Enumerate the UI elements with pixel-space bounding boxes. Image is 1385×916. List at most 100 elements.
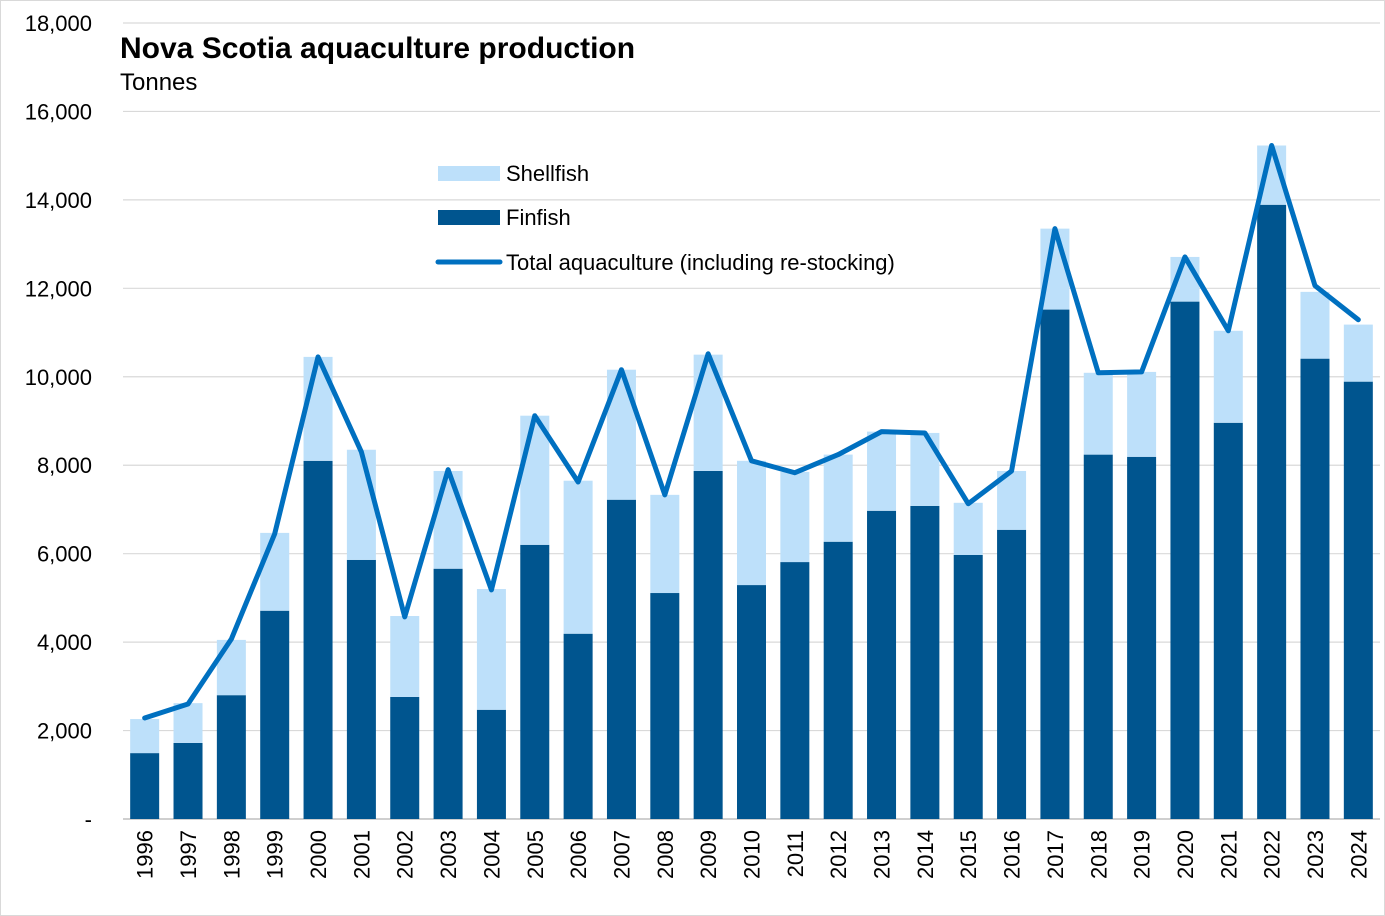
x-tick-label: 2007	[609, 830, 634, 879]
bar-finfish-2001	[346, 559, 376, 819]
x-tick-label: 2017	[1043, 830, 1068, 879]
chart-title: Nova Scotia aquaculture production	[120, 32, 635, 65]
y-tick-label: 4,000	[37, 630, 92, 655]
y-tick-label: 6,000	[37, 542, 92, 567]
x-tick-label: 2009	[696, 830, 721, 879]
bar-finfish-2023	[1300, 358, 1330, 819]
bar-finfish-1996	[130, 753, 160, 819]
x-tick-label: 1996	[133, 830, 158, 879]
bar-finfish-2008	[650, 593, 680, 819]
bar-finfish-2006	[563, 633, 593, 819]
bar-shellfish-2021	[1213, 330, 1243, 423]
x-tick-label: 1997	[176, 830, 201, 879]
bar-shellfish-2010	[737, 460, 766, 586]
x-tick-label: 2011	[783, 830, 808, 877]
y-tick-label: 8,000	[37, 453, 92, 478]
bar-finfish-2018	[1083, 454, 1113, 819]
bar-finfish-2019	[1127, 456, 1157, 819]
y-tick-label: -	[85, 807, 92, 832]
x-tick-label: 2023	[1303, 830, 1328, 879]
x-tick-label: 2020	[1173, 830, 1198, 879]
bar-finfish-2005	[520, 544, 550, 819]
x-tick-label: 1999	[263, 830, 288, 879]
bar-shellfish-2000	[303, 356, 333, 461]
bar-finfish-1999	[260, 610, 290, 819]
x-tick-label: 2015	[956, 830, 981, 879]
x-tick-label: 2010	[740, 830, 765, 879]
bar-shellfish-2018	[1083, 372, 1113, 455]
legend: Shellfish Finfish Total aquaculture (inc…	[435, 161, 895, 275]
bar-finfish-2013	[867, 510, 897, 819]
y-tick-label: 2,000	[37, 719, 92, 744]
bar-shellfish-2012	[823, 454, 853, 542]
legend-swatch-finfish	[438, 210, 500, 225]
bar-finfish-2010	[737, 585, 766, 819]
bar-shellfish-2003	[433, 470, 463, 569]
bar-finfish-2016	[997, 529, 1027, 819]
bar-shellfish-1997	[173, 703, 203, 743]
bar-shellfish-2011	[780, 471, 810, 563]
legend-label-total: Total aquaculture (including re-stocking…	[506, 250, 895, 275]
x-tick-label: 2006	[566, 830, 591, 879]
x-tick-label: 2018	[1086, 830, 1111, 879]
bar-shellfish-2008	[650, 494, 680, 594]
bar-finfish-2022	[1257, 204, 1287, 820]
bar-shellfish-2015	[953, 502, 983, 555]
bar-finfish-2014	[910, 505, 940, 819]
bar-finfish-2012	[823, 541, 853, 819]
x-tick-label: 2008	[653, 830, 678, 879]
bar-shellfish-2006	[563, 480, 593, 634]
bar-finfish-2009	[693, 470, 723, 819]
x-tick-label: 2001	[349, 830, 374, 879]
bar-finfish-2017	[1040, 309, 1070, 819]
bar-finfish-2003	[433, 568, 463, 819]
bar-finfish-2024	[1343, 381, 1373, 819]
chart-subtitle: Tonnes	[120, 69, 197, 96]
x-tick-label: 2005	[523, 830, 548, 879]
legend-label-shellfish: Shellfish	[506, 161, 589, 186]
bar-shellfish-1999	[260, 532, 290, 611]
bar-finfish-2002	[390, 696, 420, 819]
bar-finfish-2007	[606, 499, 636, 819]
bar-shellfish-2019	[1127, 371, 1157, 457]
y-tick-label: 14,000	[25, 188, 92, 213]
bar-finfish-2015	[953, 554, 983, 819]
x-tick-label: 2013	[870, 830, 895, 879]
x-tick-label: 2012	[826, 830, 851, 879]
bar-shellfish-2024	[1343, 324, 1373, 382]
bar-finfish-1997	[173, 742, 203, 819]
y-tick-label: 12,000	[25, 276, 92, 301]
x-tick-label: 2022	[1260, 830, 1285, 879]
x-tick-label: 2016	[1000, 830, 1025, 879]
x-tick-label: 2003	[436, 830, 461, 879]
legend-label-finfish: Finfish	[506, 205, 571, 230]
bar-shellfish-2005	[520, 415, 550, 545]
x-tick-label: 2014	[913, 830, 938, 879]
bar-finfish-2000	[303, 460, 333, 819]
bar-finfish-2011	[780, 562, 810, 819]
x-tick-label: 2004	[479, 830, 504, 879]
y-tick-label: 10,000	[25, 365, 92, 390]
bar-shellfish-2023	[1300, 291, 1330, 359]
bar-shellfish-2002	[390, 616, 420, 697]
bar-finfish-2021	[1213, 422, 1243, 819]
line-total-aquaculture	[142, 142, 1361, 721]
x-tick-label: 2000	[306, 830, 331, 879]
bar-shellfish-1996	[130, 719, 160, 754]
bar-finfish-1998	[216, 695, 246, 819]
bar-shellfish-2014	[910, 432, 940, 506]
bar-shellfish-2009	[693, 354, 723, 471]
x-tick-label: 1998	[219, 830, 244, 879]
legend-swatch-shellfish	[438, 166, 500, 181]
bar-finfish-2004	[476, 709, 506, 819]
x-tick-label: 2021	[1216, 830, 1241, 879]
bar-shellfish-2004	[476, 589, 506, 710]
bar-shellfish-2001	[346, 449, 376, 560]
y-tick-label: 16,000	[25, 99, 92, 124]
x-tick-label: 2019	[1130, 830, 1155, 879]
bar-finfish-2020	[1170, 301, 1200, 820]
bar-shellfish-2013	[867, 431, 897, 511]
x-tick-label: 2002	[393, 830, 418, 879]
x-tick-label: 2024	[1346, 830, 1371, 879]
